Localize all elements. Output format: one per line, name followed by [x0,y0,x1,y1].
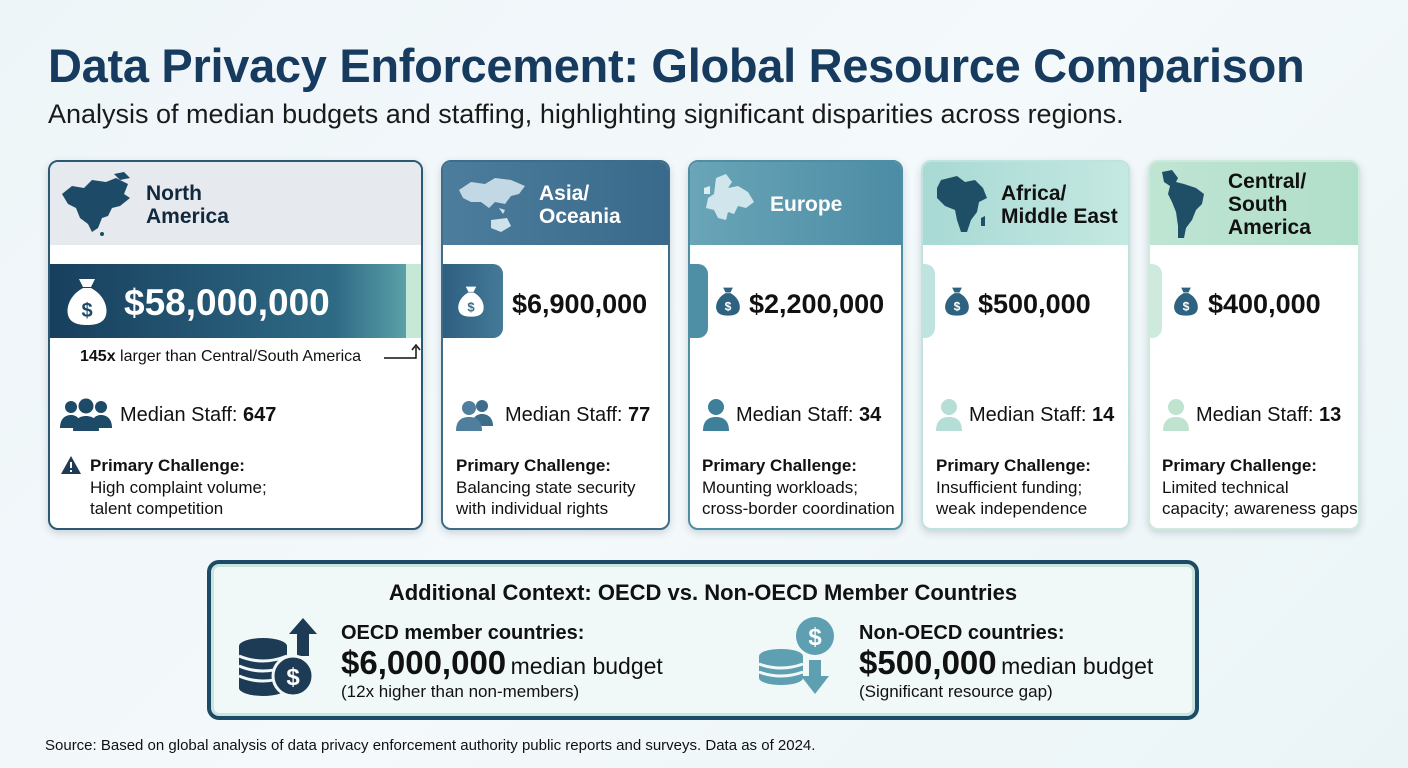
coins-up-arrow-icon: $ [238,618,317,698]
budget-band [690,264,708,338]
budget-value: $2,200,000 [749,289,885,319]
svg-text:$: $ [725,300,732,314]
budget-value: $6,900,000 [512,289,648,319]
budget-comparison-note: 145x larger than Central/South America [80,348,362,365]
median-staff: Median Staff: 14 [969,404,1115,426]
svg-text:$: $ [954,300,961,314]
challenge-title: Primary Challenge: [702,456,857,475]
page-subtitle: Analysis of median budgets and staffing,… [48,99,1124,129]
coins-down-arrow-icon: $ [758,617,834,694]
staff-person-icon [1163,399,1189,431]
money-bag-icon: $ [458,286,484,317]
page-title: Data Privacy Enforcement: Global Resourc… [48,39,1305,92]
staff-person-icon [703,399,729,431]
challenge-text: Insufficient funding; weak independence [936,478,1088,518]
challenge-title: Primary Challenge: [90,456,245,475]
non-oecd-note: (Significant resource gap) [859,682,1053,701]
region-name: North America [146,182,229,228]
arrow-icon [384,344,421,359]
money-bag-icon: $ [716,287,740,316]
svg-text:$: $ [467,299,475,314]
challenge-text: Mounting workloads; cross-border coordin… [702,478,895,518]
money-bag-icon: $ [67,279,107,325]
warning-icon [61,456,81,474]
europe-map-icon [704,174,754,220]
region-card-central-south-america: Central/ South America $ $400,000 Median… [1148,160,1360,530]
source-note: Source: Based on global analysis of data… [45,737,816,754]
staff-group-icon [60,398,112,431]
challenge-title: Primary Challenge: [936,456,1091,475]
median-staff: Median Staff: 77 [505,404,651,426]
svg-text:$: $ [286,664,300,691]
challenge-title: Primary Challenge: [456,456,611,475]
region-card-europe: Europe $ $2,200,000 Median Staff: 34 Pri… [688,160,903,530]
region-card-asia-oceania: Asia/ Oceania $ $6,900,000 Median Staff:… [441,160,670,530]
challenge-text: Balancing state security with individual… [456,478,636,518]
oecd-label: OECD member countries: [341,622,585,644]
budget-value: $58,000,000 [124,282,330,323]
median-staff: Median Staff: 13 [1196,404,1342,426]
median-staff: Median Staff: 647 [120,404,277,426]
oecd-context-panel: Additional Context: OECD vs. Non-OECD Me… [207,560,1199,720]
budget-band [923,264,935,338]
median-staff: Median Staff: 34 [736,404,882,426]
africa-map-icon [937,176,987,232]
region-name: Central/ South America [1228,170,1311,239]
oecd-note: (12x higher than non-members) [341,682,580,701]
challenge-text: High complaint volume; talent competitio… [90,478,267,518]
svg-text:$: $ [81,300,92,322]
staff-person-icon [936,399,962,431]
budget-band-accent [406,264,421,338]
region-card-north-america: North America $ $58,000,000 145x larger … [48,160,423,530]
non-oecd-label: Non-OECD countries: [859,622,1065,644]
oecd-budget: $6,000,000 median budget [341,644,663,681]
region-name: Africa/ Middle East [1001,182,1118,228]
south-america-map-icon [1162,170,1204,238]
svg-text:$: $ [808,624,822,651]
region-name: Asia/ Oceania [539,182,621,228]
non-oecd-budget: $500,000 median budget [859,644,1154,681]
north-america-map-icon [62,172,130,236]
money-bag-icon: $ [1174,287,1198,316]
asia-oceania-map-icon [459,178,525,232]
budget-value: $500,000 [978,289,1091,319]
staff-pair-icon [456,400,493,431]
region-card-africa-middle-east: Africa/ Middle East $ $500,000 Median St… [921,160,1130,530]
money-bag-icon: $ [945,287,969,316]
region-name: Europe [770,193,843,216]
budget-band [1150,264,1162,338]
svg-text:$: $ [1183,300,1190,314]
budget-value: $400,000 [1208,289,1321,319]
challenge-title: Primary Challenge: [1162,456,1317,475]
card-header [443,162,668,245]
budget-band [50,264,406,338]
challenge-text: Limited technical capacity; awareness ga… [1162,478,1358,518]
context-title: Additional Context: OECD vs. Non-OECD Me… [388,580,1018,605]
